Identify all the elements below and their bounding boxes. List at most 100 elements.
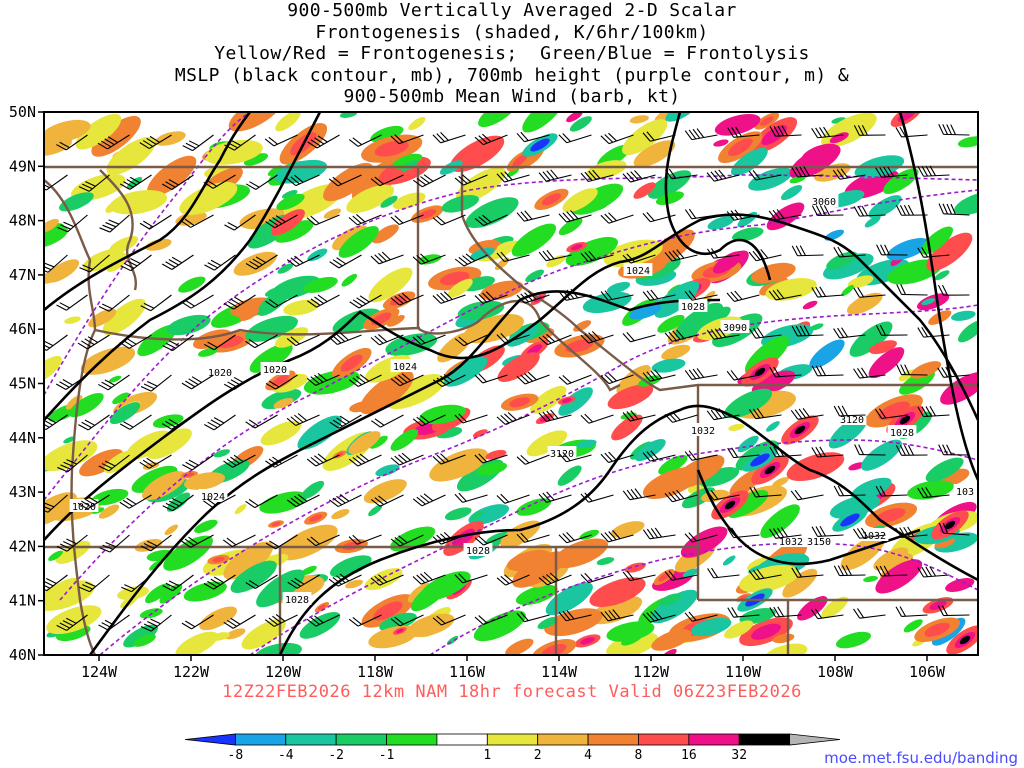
credit-url[interactable]: moe.met.fsu.edu/banding xyxy=(824,749,1018,767)
wind-barb xyxy=(44,174,68,191)
shade-cell xyxy=(546,254,567,268)
wind-barb xyxy=(684,290,718,301)
colorbar-segment xyxy=(335,733,387,746)
shade-cell xyxy=(223,541,274,580)
wind-barb xyxy=(538,333,572,346)
mslp-contour xyxy=(44,112,322,421)
shade-cell xyxy=(852,463,862,469)
wind-barb xyxy=(245,254,278,270)
shade-cell xyxy=(878,401,911,421)
shade-cell xyxy=(346,184,395,213)
wind-barb xyxy=(896,364,928,376)
shade-cell xyxy=(629,303,662,320)
shade-cell xyxy=(675,302,724,339)
wind-barb xyxy=(348,534,382,545)
wind-barb xyxy=(558,210,592,223)
shade-cell xyxy=(369,435,388,449)
shade-cell xyxy=(480,280,524,301)
shade-cell xyxy=(477,462,508,476)
wind-barb xyxy=(223,294,256,310)
wind-barb xyxy=(139,214,172,230)
mslp-label-bg xyxy=(205,365,235,378)
wind-barb xyxy=(727,447,760,459)
lat-label: 50N xyxy=(9,103,36,121)
shade-cell xyxy=(658,593,682,606)
wind-barb xyxy=(306,214,340,226)
shade-cell xyxy=(300,565,317,576)
shade-cell xyxy=(951,310,976,321)
shade-cell xyxy=(106,136,156,175)
lon-label: 118W xyxy=(357,663,394,681)
wind-barb xyxy=(811,365,844,377)
shade-cell xyxy=(323,162,374,202)
wind-barb xyxy=(77,334,110,350)
colorbar-label: 4 xyxy=(584,748,592,763)
shade-cell xyxy=(801,143,838,163)
shade-cell xyxy=(199,606,238,631)
shade-cell xyxy=(254,642,302,655)
wa-coast xyxy=(44,179,97,655)
shade-cell xyxy=(497,352,540,382)
wind-barb xyxy=(622,170,656,183)
wind-barb xyxy=(748,249,782,262)
wind-barb xyxy=(664,168,698,180)
wind-barb xyxy=(371,414,404,428)
wind-barb xyxy=(622,488,656,501)
mslp-label: 1024 xyxy=(626,266,650,277)
shade-cell xyxy=(338,226,379,258)
wind-barb xyxy=(833,246,866,258)
wind-barb xyxy=(833,405,866,417)
shade-cell xyxy=(446,635,459,645)
mslp-label-bg xyxy=(198,489,228,502)
mslp-label-bg xyxy=(282,592,312,605)
shade-cell xyxy=(48,550,63,561)
wind-barb xyxy=(580,169,614,183)
shade-cell xyxy=(278,524,338,561)
shade-cell xyxy=(307,248,328,262)
colorbar-label: 32 xyxy=(731,748,747,763)
colorbar-label: 16 xyxy=(681,748,697,763)
wind-barb xyxy=(748,170,782,181)
shade-cell xyxy=(271,521,281,527)
wind-barb xyxy=(140,294,172,312)
wind-barb xyxy=(558,288,592,301)
wind-barb xyxy=(600,609,634,622)
wind-barb xyxy=(98,454,130,472)
shade-cell xyxy=(142,471,186,501)
wind-barb xyxy=(876,244,908,256)
shade-cell xyxy=(730,147,768,176)
shade-cell xyxy=(131,465,178,493)
wind-barb xyxy=(245,414,278,429)
wind-barb xyxy=(726,290,760,302)
shade-cell xyxy=(786,452,845,482)
shade-cell xyxy=(629,115,649,124)
wind-barb xyxy=(329,414,362,429)
wind-barb xyxy=(98,374,130,391)
wind-barb xyxy=(622,570,656,582)
wind-barb xyxy=(390,452,424,466)
wind-barb xyxy=(684,450,718,461)
mslp-label: 1024 xyxy=(393,362,417,373)
shade-cell xyxy=(179,181,238,216)
wind-barb xyxy=(306,534,340,547)
wind-barb xyxy=(726,370,760,381)
shade-cell xyxy=(390,526,436,552)
wind-barb xyxy=(265,214,298,229)
shade-cell xyxy=(233,251,277,276)
shade-cell xyxy=(512,551,566,588)
wind-barb xyxy=(749,486,782,498)
shade-cell xyxy=(56,624,91,642)
wind-barb xyxy=(204,254,236,271)
lat-label: 44N xyxy=(9,429,36,447)
colorbar-segment xyxy=(537,733,589,746)
wind-barb xyxy=(895,606,928,617)
shade-cell xyxy=(724,118,751,131)
wind-barb xyxy=(245,334,278,349)
shade-cell xyxy=(277,263,294,274)
wind-barb xyxy=(224,214,256,231)
shade-cell xyxy=(159,583,183,604)
wind-barb xyxy=(432,614,466,626)
wind-barb xyxy=(496,412,530,425)
wind-barb xyxy=(833,327,866,339)
shade-cell xyxy=(765,278,817,301)
